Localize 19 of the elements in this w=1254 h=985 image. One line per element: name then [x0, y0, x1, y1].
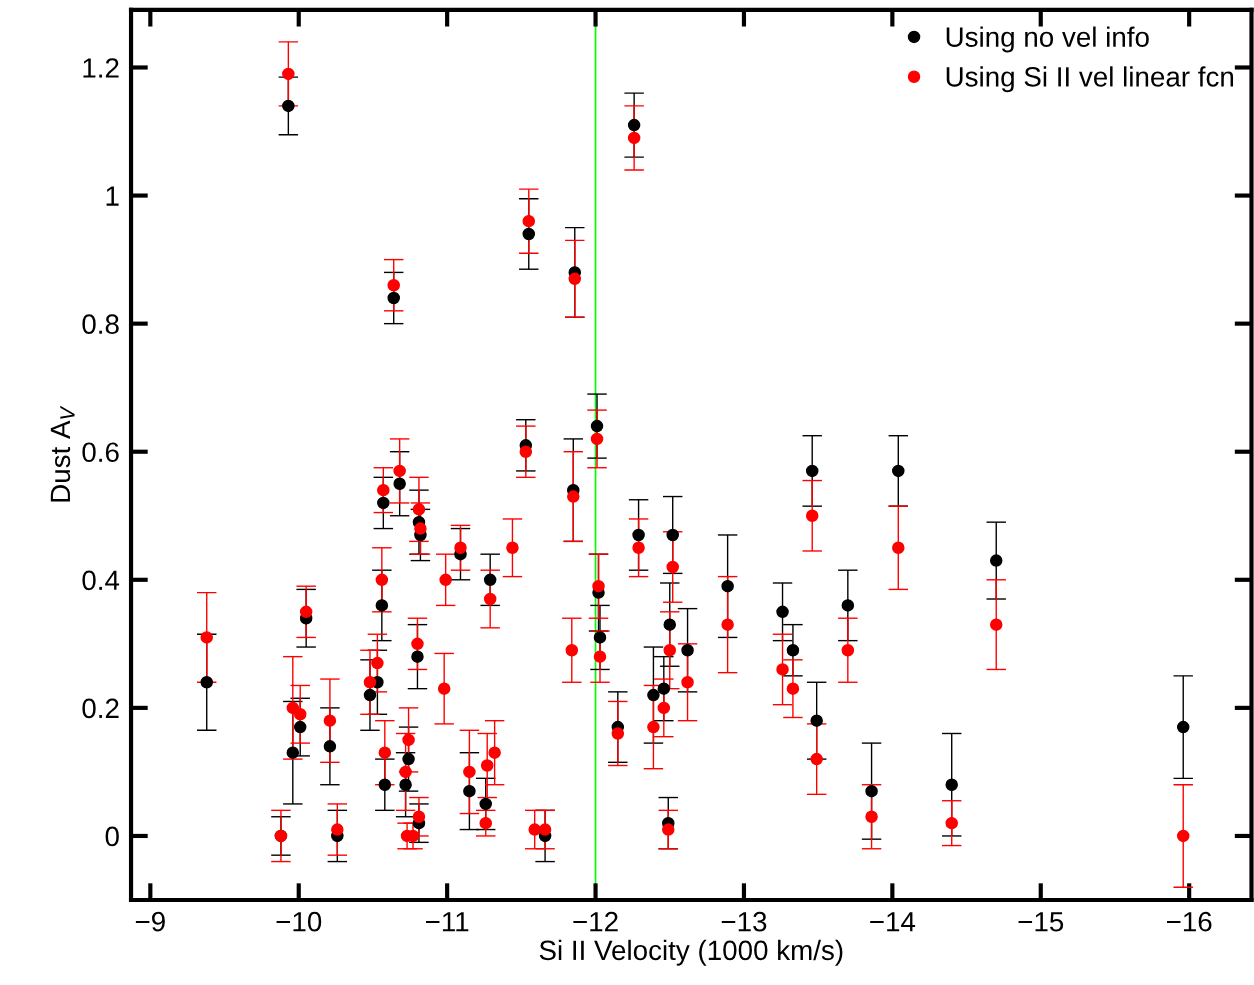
x-axis-title: Si II Velocity (1000 km/s) — [539, 939, 843, 966]
legend-label: Using Si II vel linear fcn — [946, 66, 1234, 93]
x-tick-label: −15 — [1018, 912, 1064, 932]
y-tick-label: 1 — [106, 186, 119, 206]
y-tick-label: 0.2 — [82, 698, 119, 719]
x-tick-label: −14 — [870, 912, 916, 932]
x-tick-label: −13 — [721, 911, 767, 932]
y-axis-title: Dust A$_{V}$ — [50, 405, 75, 502]
x-tick-label: −11 — [425, 912, 469, 932]
x-tick-label: −10 — [276, 911, 322, 932]
y-tick-label: 0.6 — [82, 442, 119, 463]
x-tick-label: −9 — [135, 911, 165, 932]
legend-label: Using no vel info — [946, 26, 1149, 53]
y-tick-label: 1.2 — [83, 58, 119, 78]
y-tick-label: 0.4 — [82, 570, 120, 591]
x-tick-label: −16 — [1166, 911, 1212, 932]
x-tick-label: −12 — [573, 911, 618, 932]
y-tick-label: 0 — [105, 826, 119, 847]
y-tick-label: 0.8 — [82, 314, 119, 334]
